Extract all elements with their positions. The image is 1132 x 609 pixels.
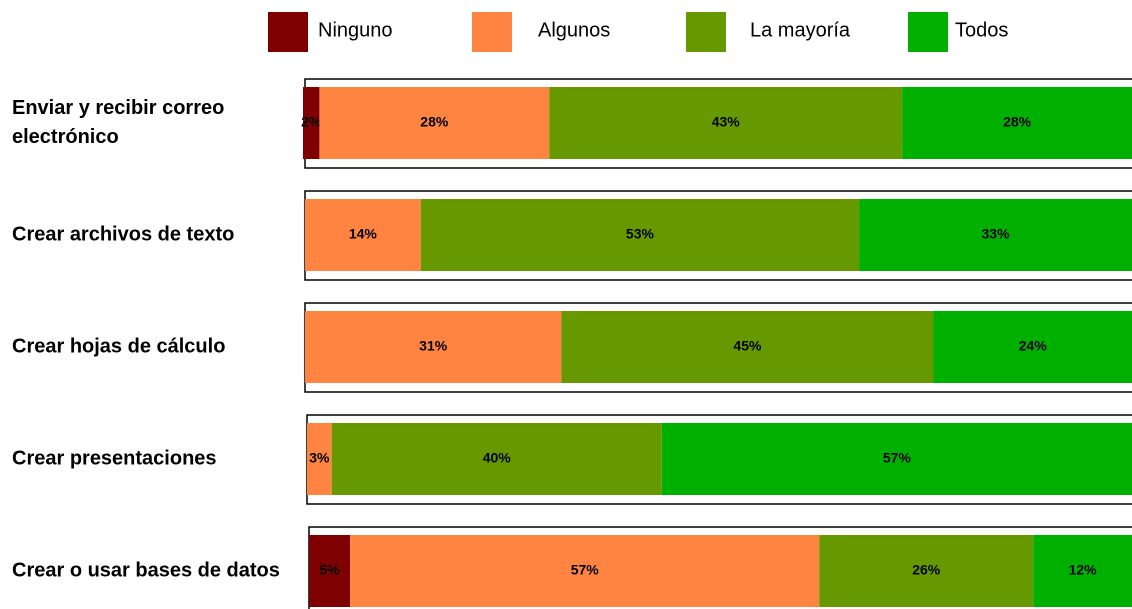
- value-label: 28%: [1003, 114, 1032, 130]
- bar-segment: [305, 199, 421, 271]
- bar-segment: [319, 87, 550, 159]
- value-label: 28%: [420, 114, 449, 130]
- legend-label: Algunos: [538, 19, 610, 41]
- bar-segment: [350, 535, 820, 607]
- value-label: 31%: [419, 338, 448, 354]
- category-label: Crear presentaciones: [12, 447, 217, 470]
- bar-segment: [331, 423, 662, 495]
- bar-segment: [859, 199, 1132, 271]
- bar-segment: [303, 87, 320, 159]
- legend-swatch: [686, 12, 726, 52]
- bar-segment: [902, 87, 1132, 159]
- value-label: 45%: [733, 338, 762, 354]
- value-label: 12%: [1069, 562, 1098, 578]
- value-label: 24%: [1019, 338, 1048, 354]
- bar-segment: [661, 423, 1132, 495]
- value-label: 40%: [483, 450, 512, 466]
- legend-swatch: [268, 12, 308, 52]
- bar-segment: [933, 311, 1132, 383]
- value-label: 14%: [349, 226, 378, 242]
- legend-swatch: [908, 12, 948, 52]
- legend-label: La mayoría: [750, 19, 851, 41]
- bar-segment: [420, 199, 860, 271]
- category-label: Enviar y recibir correo electrónico: [12, 97, 225, 148]
- value-label: 26%: [912, 562, 941, 578]
- bar-segment: [561, 311, 934, 383]
- bar-segment: [549, 87, 903, 159]
- value-label: 57%: [571, 562, 600, 578]
- category-label: Crear hojas de cálculo: [12, 335, 226, 358]
- value-label: 2%: [301, 114, 322, 130]
- category-label: Crear o usar bases de datos: [12, 559, 280, 582]
- value-label: 57%: [883, 450, 912, 466]
- value-label: 3%: [309, 450, 330, 466]
- bar-segment: [819, 535, 1034, 607]
- bar-segment: [309, 535, 351, 607]
- value-label: 53%: [626, 226, 655, 242]
- value-label: 33%: [982, 226, 1011, 242]
- bar-segment: [1033, 535, 1132, 607]
- category-label: Crear archivos de texto: [12, 223, 235, 246]
- legend-label: Ninguno: [318, 19, 393, 41]
- bar-segment: [307, 423, 332, 495]
- value-label: 43%: [712, 114, 741, 130]
- bar-segment: [305, 311, 562, 383]
- value-label: 5%: [319, 562, 340, 578]
- legend-swatch: [472, 12, 512, 52]
- legend-label: Todos: [955, 19, 1008, 41]
